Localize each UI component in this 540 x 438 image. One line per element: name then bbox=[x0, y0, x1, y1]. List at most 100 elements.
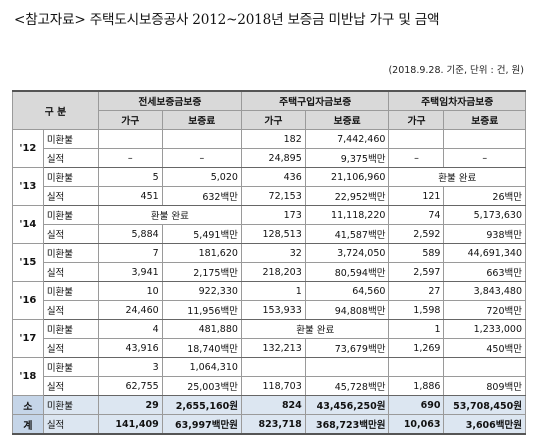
cell: 1,886 bbox=[388, 376, 445, 396]
cell: 690 bbox=[388, 395, 445, 415]
cell: 5 bbox=[97, 167, 163, 187]
cell: – bbox=[443, 148, 526, 168]
cell: 218,203 bbox=[240, 262, 306, 282]
header-jeonse-guarantee: 전세보증금보증 bbox=[97, 90, 242, 111]
row-label: 실적 bbox=[42, 224, 99, 244]
year-cell: '13 bbox=[12, 167, 44, 206]
cell: 41,587백만 bbox=[304, 224, 390, 244]
cell: 118,703 bbox=[240, 376, 306, 396]
cell: 10,063 bbox=[388, 414, 445, 435]
cell: 74 bbox=[388, 205, 445, 225]
subtotal-row: 소 미환불 29 2,655,160원 824 43,456,250원 690 … bbox=[12, 395, 526, 415]
cell: 73,679백만 bbox=[304, 338, 390, 358]
cell: 80,594백만 bbox=[304, 262, 390, 282]
cell: 25,003백만 bbox=[161, 376, 242, 396]
header-category: 구 분 bbox=[12, 90, 99, 130]
cell: 824 bbox=[240, 395, 306, 415]
cell: 5,173,630 bbox=[443, 205, 526, 225]
cell: 32 bbox=[240, 243, 306, 263]
table-row: '15 미환불 7 181,620 32 3,724,050 589 44,69… bbox=[12, 243, 526, 282]
row-label: 실적 bbox=[42, 262, 99, 282]
row-label: 미환불 bbox=[42, 129, 99, 149]
header-rental-loan-guarantee: 주택임차자금보증 bbox=[388, 90, 526, 111]
cell: 44,691,340 bbox=[443, 243, 526, 263]
subtotal-label-bottom: 계 bbox=[12, 414, 44, 435]
year-cell: '12 bbox=[12, 129, 44, 168]
table-row: 실적 – – 24,895 9,375백만 – – bbox=[13, 148, 526, 168]
table-row: '12 미환불 182 7,442,460 bbox=[12, 129, 526, 168]
subheader-households: 가구 bbox=[240, 110, 306, 130]
cell: 3,941 bbox=[97, 262, 163, 282]
table-row: 실적 24,460 11,956백만 153,933 94,808백만 1,59… bbox=[13, 300, 526, 320]
row-label: 실적 bbox=[42, 414, 99, 435]
subheader-households: 가구 bbox=[388, 110, 445, 130]
cell: 481,880 bbox=[161, 319, 242, 339]
cell: 7,442,460 bbox=[304, 129, 390, 149]
cell: 436 bbox=[240, 167, 306, 187]
year-cell: '16 bbox=[12, 281, 44, 320]
cell: 5,020 bbox=[161, 167, 242, 187]
cell: 63,997백만원 bbox=[161, 414, 242, 435]
cell: 22,952백만 bbox=[304, 186, 390, 206]
cell: 182 bbox=[240, 129, 306, 149]
header-purchase-loan-guarantee: 주택구입자금보증 bbox=[240, 90, 390, 111]
unit-note: (2018.9.28. 기준, 단위 : 건, 원) bbox=[388, 65, 524, 76]
cell: 3,724,050 bbox=[304, 243, 390, 263]
cell: 181,620 bbox=[161, 243, 242, 263]
cell: 5,884 bbox=[97, 224, 163, 244]
cell: 1,233,000 bbox=[443, 319, 526, 339]
cell: 121 bbox=[388, 186, 445, 206]
cell: 18,740백만 bbox=[161, 338, 242, 358]
row-label: 미환불 bbox=[42, 167, 99, 187]
cell: 29 bbox=[97, 395, 163, 415]
cell: 94,808백만 bbox=[304, 300, 390, 320]
cell: 663백만 bbox=[443, 262, 526, 282]
document-title: <참고자료> 주택도시보증공사 2012~2018년 보증금 미반납 가구 및 … bbox=[14, 12, 440, 28]
cell: – bbox=[161, 148, 242, 168]
cell: 3,843,480 bbox=[443, 281, 526, 301]
subtotal-row: 계 실적 141,409 63,997백만원 823,718 368,723백만… bbox=[12, 414, 526, 435]
row-label: 미환불 bbox=[42, 319, 99, 339]
row-label: 실적 bbox=[42, 148, 99, 168]
row-label: 실적 bbox=[42, 376, 99, 396]
cell: 10 bbox=[97, 281, 163, 301]
guarantee-table: 구 분 전세보증금보증 주택구입자금보증 주택임차자금보증 가구 보증료 가구 … bbox=[12, 90, 526, 435]
cell: 45,728백만 bbox=[304, 376, 390, 396]
cell: 64,560 bbox=[304, 281, 390, 301]
cell: 368,723백만원 bbox=[304, 414, 390, 435]
cell: 62,755 bbox=[97, 376, 163, 396]
cell: 450백만 bbox=[443, 338, 526, 358]
cell: 132,213 bbox=[240, 338, 306, 358]
cell: 632백만 bbox=[161, 186, 242, 206]
cell: 1,269 bbox=[388, 338, 445, 358]
row-label: 미환불 bbox=[42, 395, 99, 415]
cell: 2,592 bbox=[388, 224, 445, 244]
cell: 2,175백만 bbox=[161, 262, 242, 282]
cell: 1,064,310 bbox=[161, 357, 242, 377]
cell: 823,718 bbox=[240, 414, 306, 435]
subheader-fee: 보증료 bbox=[304, 110, 390, 130]
cell: 24,460 bbox=[97, 300, 163, 320]
cell bbox=[304, 357, 390, 377]
cell: 24,895 bbox=[240, 148, 306, 168]
table-row: '17 미환불 4 481,880 환불 완료 1 1,233,000 bbox=[12, 319, 526, 358]
cell bbox=[161, 129, 242, 149]
cell: 1,598 bbox=[388, 300, 445, 320]
cell: 26백만 bbox=[443, 186, 526, 206]
cell bbox=[443, 357, 526, 377]
cell: 809백만 bbox=[443, 376, 526, 396]
subtotal-label-top: 소 bbox=[12, 395, 44, 415]
cell: 1 bbox=[388, 319, 445, 339]
cell: 72,153 bbox=[240, 186, 306, 206]
cell: 451 bbox=[97, 186, 163, 206]
cell: 720백만 bbox=[443, 300, 526, 320]
year-cell: '18 bbox=[12, 357, 44, 396]
cell: 153,933 bbox=[240, 300, 306, 320]
table-row: 실적 451 632백만 72,153 22,952백만 121 26백만 bbox=[13, 186, 526, 206]
table-row: '18 미환불 3 1,064,310 bbox=[12, 357, 526, 396]
cell: 922,330 bbox=[161, 281, 242, 301]
cell: 3,606백만원 bbox=[443, 414, 526, 435]
refund-complete-note: 환불 완료 bbox=[97, 205, 242, 225]
cell: 11,956백만 bbox=[161, 300, 242, 320]
cell: – bbox=[388, 148, 445, 168]
